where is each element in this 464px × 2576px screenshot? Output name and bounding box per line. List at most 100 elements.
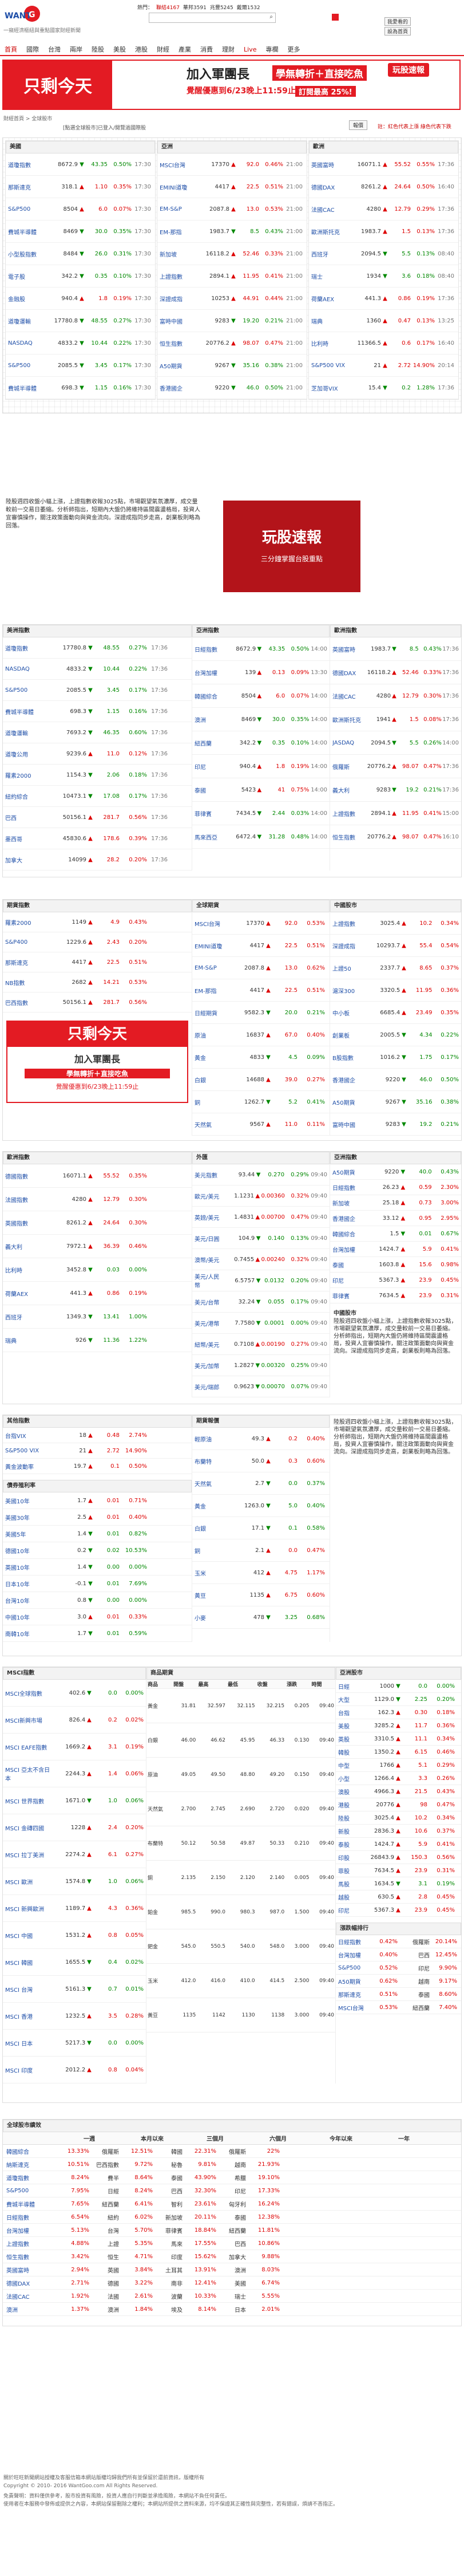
- quote-row[interactable]: 道瓊公用 9239.6 ▲ 11.0 0.12% 17:36: [3, 743, 192, 765]
- quote-row[interactable]: 馬股 1634.5 ▼ 3.1 0.19%: [336, 1877, 461, 1890]
- quote-row[interactable]: MSCI 台灣 5161.3 ▼ 0.7 0.01%: [3, 1976, 146, 2003]
- quote-row[interactable]: S&P500 2085.5 ▼ 3.45 0.17% 17:36: [3, 680, 192, 701]
- quote-row[interactable]: 德國DAX 16118.2 ▲ 52.46 0.33% 17:36: [330, 661, 461, 684]
- quote-row[interactable]: 美元/台幣 32.24 ▼ 0.055 0.17% 09:40: [192, 1291, 330, 1313]
- quote-row[interactable]: 大型 1129.0 ▼ 2.25 0.20%: [336, 1693, 461, 1706]
- quote-row[interactable]: A50期貨 9220 ▼ 40.0 0.43%: [330, 1164, 461, 1180]
- perf-row[interactable]: S&P500 7.95% 日經 8.24% 巴西 32.30% 印尼 17.33%: [3, 2184, 461, 2197]
- quote-name[interactable]: 新加坡: [332, 1200, 350, 1207]
- quote-name[interactable]: 南韓10年: [5, 1631, 30, 1638]
- quote-name[interactable]: 台灣加權: [332, 1247, 355, 1254]
- quote-row[interactable]: 澳幣/美元 0.7455 ▲ 0.00240 0.32% 09:40: [192, 1249, 330, 1270]
- market-row[interactable]: 恒生指數 20776.2 ▲ 98.07 0.47% 21:00: [157, 332, 307, 355]
- quote-name[interactable]: 韓股: [338, 1750, 350, 1756]
- quote-name[interactable]: 台灣10年: [5, 1598, 30, 1605]
- quote-row[interactable]: 香港國企 9220 ▼ 46.0 0.50%: [330, 1069, 461, 1091]
- table-row[interactable]: 原油 49.05 49.50 48.80 49.20 0.150 09:40: [146, 1757, 335, 1792]
- quote-row[interactable]: 港股 20776 ▲ 98 0.47%: [336, 1798, 461, 1811]
- quote-name[interactable]: 創業板: [332, 1033, 350, 1039]
- quote-name[interactable]: 小型: [338, 1776, 350, 1783]
- nav-item[interactable]: 美股: [113, 46, 126, 53]
- quote-name[interactable]: MSCI 日本: [5, 2041, 33, 2047]
- table-row[interactable]: 天然氣 2.700 2.745 2.690 2.720 0.020 09:40: [146, 1791, 335, 1826]
- market-row[interactable]: 英國富時 16071.1 ▲ 55.52 0.55% 17:36: [309, 153, 458, 176]
- quote-name[interactable]: 輕原油: [195, 1436, 212, 1443]
- quote-name[interactable]: 德國10年: [5, 1548, 30, 1555]
- market-name[interactable]: 道瓊指數: [8, 162, 31, 169]
- quote-name[interactable]: 美國30年: [5, 1515, 30, 1522]
- quote-row[interactable]: 原油 16837 ▲ 67.0 0.40%: [192, 1024, 330, 1046]
- nav-item[interactable]: 國際: [26, 46, 39, 53]
- quote-name[interactable]: 日經指數: [195, 647, 217, 653]
- quote-name[interactable]: 泰國: [332, 1262, 344, 1269]
- quote-row[interactable]: JASDAQ 2094.5 ▼ 5.5 0.26% 14:00: [330, 731, 461, 755]
- market-name[interactable]: 那斯達克: [8, 184, 31, 191]
- quote-row[interactable]: 印尼 5367.3 ▲ 23.9 0.45%: [336, 1904, 461, 1917]
- quote-name[interactable]: MSCI 中國: [5, 1933, 33, 1940]
- quote-name[interactable]: 韓國綜合: [332, 1231, 355, 1238]
- quote-name[interactable]: 日經指數: [332, 1185, 355, 1192]
- quote-name[interactable]: A50期貨: [332, 1100, 355, 1106]
- quote-name[interactable]: 台指: [338, 1710, 350, 1717]
- quote-row[interactable]: 英國指數 8261.2 ▲ 24.64 0.30%: [3, 1211, 192, 1235]
- market-name[interactable]: A50期貨: [160, 363, 183, 370]
- quote-row[interactable]: MSCI 日本 5217.3 ▼ 0.0 0.00%: [3, 2030, 146, 2057]
- quote-row[interactable]: 美國30年 2.5 ▲ 0.01 0.40%: [3, 1509, 192, 1526]
- quote-name[interactable]: 那斯達克: [5, 960, 28, 967]
- market-name[interactable]: 比利時: [311, 341, 328, 348]
- market-row[interactable]: S&P500 VIX 21 ▲ 2.72 14.90% 20:14: [309, 355, 458, 377]
- market-name[interactable]: MSCI台灣: [160, 162, 185, 169]
- quote-name[interactable]: 美元/港幣: [195, 1321, 220, 1328]
- quote-row[interactable]: 日經 1000 ▼ 0.0 0.00%: [336, 1680, 461, 1693]
- quote-name[interactable]: S&P500 VIX: [5, 1447, 39, 1454]
- market-row[interactable]: 歐洲斯托克 1983.7 ▲ 1.5 0.13% 17:36: [309, 220, 458, 243]
- quote-name[interactable]: 上證50: [332, 966, 351, 972]
- quote-row[interactable]: S&P500 VIX 21 ▲ 2.72 14.90%: [3, 1443, 192, 1459]
- quote-row[interactable]: 美元/加幣 1.2827 ▼ 0.00320 0.25% 09:40: [192, 1355, 330, 1376]
- home-link[interactable]: 設為首頁: [384, 27, 411, 36]
- quote-row[interactable]: 巴西 50156.1 ▲ 281.7 0.56% 17:36: [3, 807, 192, 828]
- quote-row[interactable]: 紐西蘭 342.2 ▼ 0.35 0.10% 14:00: [192, 731, 330, 755]
- quote-name[interactable]: 墨西哥: [5, 836, 22, 843]
- quote-row[interactable]: MSCI新興市場 826.4 ▲ 0.2 0.02%: [3, 1707, 146, 1734]
- quote-row[interactable]: MSCI 歐洲 1574.8 ▼ 1.0 0.06%: [3, 1868, 146, 1895]
- quote-name[interactable]: 比利時: [5, 1267, 22, 1274]
- quote-name[interactable]: 美國10年: [5, 1498, 30, 1505]
- hot-item[interactable]: 戴爾1532: [236, 5, 260, 11]
- quote-name[interactable]: 白銀: [195, 1077, 206, 1084]
- quote-row[interactable]: 英國10年 1.4 ▼ 0.00 0.00%: [3, 1559, 192, 1575]
- quote-row[interactable]: MSCI 印度 2012.2 ▲ 0.8 0.04%: [3, 2057, 146, 2083]
- quote-row[interactable]: MSCI 亞太不含日本 2244.3 ▲ 1.4 0.06%: [3, 1760, 146, 1787]
- quote-row[interactable]: MSCI 世界指數 1671.0 ▼ 1.0 0.06%: [3, 1787, 146, 1814]
- quote-row[interactable]: 歐洲斯托克 1941 ▲ 1.5 0.08% 17:36: [330, 708, 461, 731]
- quote-button[interactable]: 報價: [349, 120, 368, 130]
- search-icon[interactable]: ⌕: [269, 14, 273, 20]
- quote-row[interactable]: 台灣加權 139 ▲ 0.13 0.09% 13:30: [192, 661, 330, 684]
- market-row[interactable]: 瑞典 1360 ▲ 0.47 0.13% 13:25: [309, 310, 458, 332]
- quote-name[interactable]: MSCI 台灣: [5, 1987, 33, 1994]
- rank-name[interactable]: MSCI台灣: [338, 2005, 364, 2012]
- quote-name[interactable]: S&P500: [5, 687, 28, 694]
- perf-name[interactable]: 澳洲: [6, 2307, 18, 2314]
- quote-row[interactable]: 美元指數 93.44 ▼ 0.270 0.29% 09:40: [192, 1164, 330, 1185]
- market-row[interactable]: 德國DAX 8261.2 ▲ 24.64 0.50% 16:40: [309, 176, 458, 198]
- quote-name[interactable]: 馬來西亞: [195, 834, 217, 841]
- quote-name[interactable]: 法國CAC: [332, 694, 356, 700]
- quote-name[interactable]: 原油: [195, 1033, 206, 1039]
- quote-row[interactable]: 日本10年 -0.1 ▼ 0.01 7.69%: [3, 1575, 192, 1592]
- quote-name[interactable]: 美元/台幣: [195, 1299, 220, 1306]
- quote-name[interactable]: MSCI 韓國: [5, 1960, 33, 1967]
- quote-name[interactable]: 歐元/美元: [195, 1194, 220, 1200]
- quote-row[interactable]: 法國CAC 4280 ▲ 12.79 0.30% 17:36: [330, 684, 461, 708]
- rank-row[interactable]: S&P500 0.52% 印尼 9.90%: [336, 1961, 461, 1975]
- quote-row[interactable]: 上證指數 3025.4 ▲ 10.2 0.34%: [330, 912, 461, 935]
- quote-name[interactable]: 澳洲: [195, 717, 206, 724]
- market-row[interactable]: 費城半導體 698.3 ▼ 1.15 0.16% 17:30: [6, 377, 155, 399]
- quote-row[interactable]: 黃金波動率 19.7 ▲ 0.1 0.50%: [3, 1459, 192, 1474]
- market-row[interactable]: 新加坡 16118.2 ▲ 52.46 0.33% 21:00: [157, 243, 307, 265]
- quote-name[interactable]: 滬深300: [332, 988, 355, 995]
- quote-name[interactable]: 港股: [338, 1802, 350, 1809]
- market-row[interactable]: 比利時 11366.5 ▲ 0.6 0.17% 16:40: [309, 332, 458, 355]
- market-row[interactable]: 芝加哥VIX 15.4 ▼ 0.2 1.28% 17:36: [309, 377, 458, 399]
- quote-name[interactable]: 巴西: [5, 815, 17, 822]
